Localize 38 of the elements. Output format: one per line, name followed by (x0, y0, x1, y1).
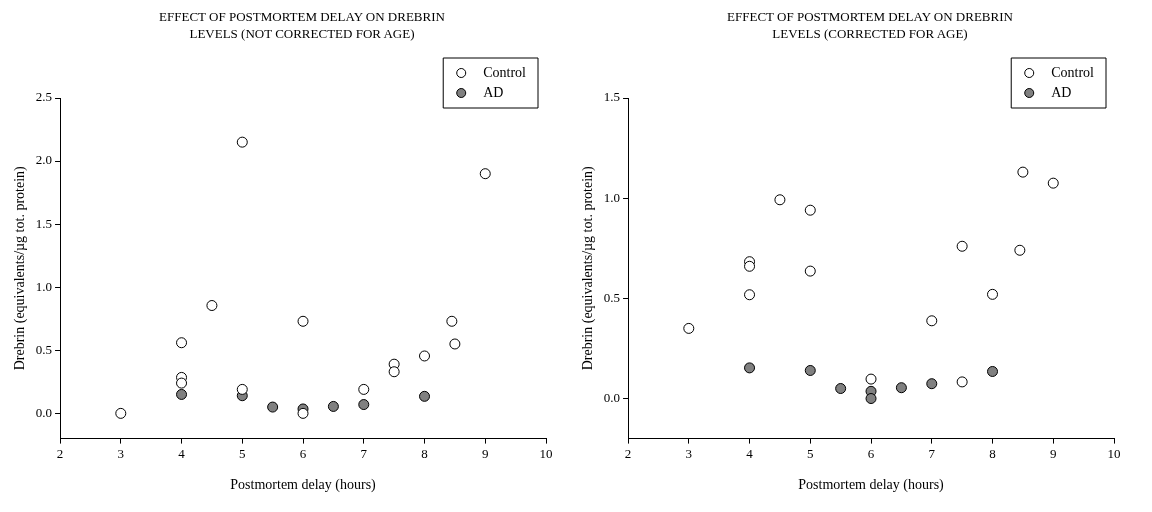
x-tick-label: 5 (807, 445, 814, 461)
y-tick-label: 1.5 (603, 89, 621, 105)
x-tick-label: 4 (746, 445, 754, 461)
chart-title: EFFECT OF POSTMORTEM DELAY ON DREBRIN LEVELS (NOT CORRECTED FOR AGE) (158, 8, 446, 43)
x-tick-label: 9 (482, 445, 489, 461)
y-tick-label: 0.5 (35, 341, 53, 357)
legend-label: AD (1051, 84, 1072, 100)
y-tick-label: 2.0 (35, 152, 53, 168)
x-tick-label: 6 (299, 445, 307, 461)
y-axis-title: Drebrin (equivalents/µg tot. protein) (580, 165, 597, 371)
x-tick-label: 8 (421, 445, 428, 461)
x-tick-label: 3 (685, 445, 693, 461)
y-axis-title: Drebrin (equivalents/µg tot. protein) (12, 165, 29, 371)
y-tick-label: 0.5 (603, 289, 621, 305)
x-tick-label: 7 (928, 445, 936, 461)
x-tick-label: 6 (867, 445, 875, 461)
x-tick-label: 10 (539, 445, 553, 461)
x-tick-label: 5 (239, 445, 246, 461)
x-axis-title: Postmortem delay (hours) (230, 477, 377, 494)
x-tick-label: 4 (178, 445, 186, 461)
x-tick-label: 7 (360, 445, 368, 461)
x-tick-label: 10 (1107, 445, 1121, 461)
y-tick-label: 0.0 (35, 404, 53, 420)
y-tick-label: 2.5 (35, 89, 53, 105)
x-tick-label: 2 (56, 445, 64, 461)
y-tick-label: 1.5 (35, 215, 53, 231)
x-tick-label: 2 (624, 445, 632, 461)
legend-label: AD (483, 84, 504, 100)
chart-title: EFFECT OF POSTMORTEM DELAY ON DREBRIN LEVELS (CORRECTED FOR AGE) (726, 8, 1014, 43)
y-tick-label: 1.0 (35, 278, 53, 294)
legend-label: Control (1051, 64, 1095, 80)
y-tick-label: 0.0 (603, 389, 621, 405)
legend-label: Control (483, 64, 527, 80)
y-tick-label: 1.0 (603, 189, 621, 205)
x-tick-label: 3 (117, 445, 125, 461)
x-tick-label: 8 (989, 445, 996, 461)
x-axis-title: Postmortem delay (hours) (798, 477, 945, 494)
x-tick-label: 9 (1050, 445, 1057, 461)
